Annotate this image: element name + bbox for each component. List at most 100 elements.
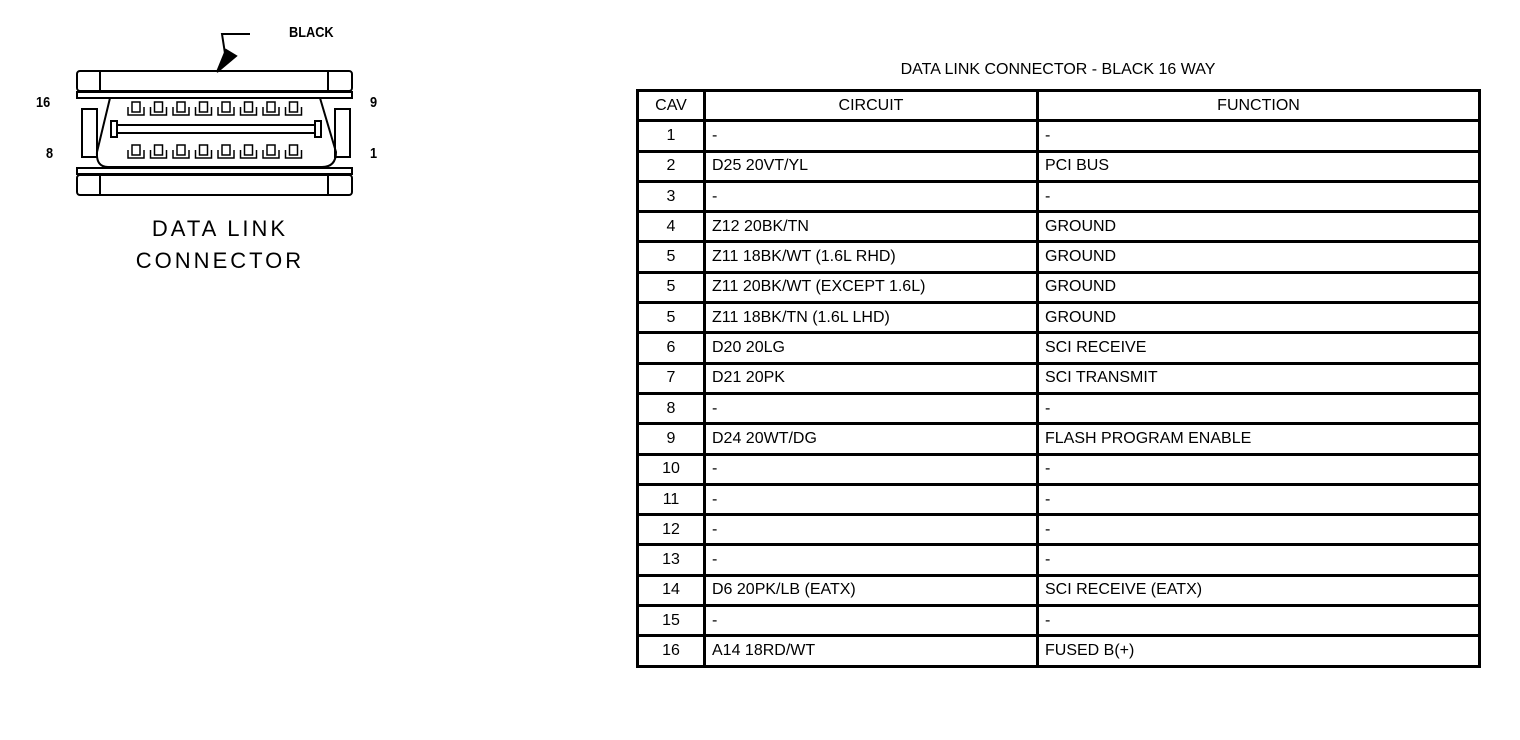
table-title: DATA LINK CONNECTOR - BLACK 16 WAY [900,61,1216,78]
function-cell: FUSED B(+) [1036,634,1481,668]
table-row: 1-- [636,119,1481,153]
pin-terminal [262,101,280,116]
function-cell: SCI RECEIVE (EATX) [1036,573,1481,608]
circuit-cell: D24 20WT/DG [703,422,1039,456]
cav-cell: 5 [636,240,706,274]
table-row: 4 Z12 20BK/TN GROUND [636,210,1481,244]
pin-terminal [172,101,190,116]
cav-cell: 10 [636,452,706,486]
circuit-cell: - [703,543,1039,577]
pin-terminal [217,101,235,116]
pin-label-9: 9 [370,94,378,111]
pin-terminal [149,144,168,159]
circuit-cell: - [703,513,1039,547]
function-cell: - [1036,543,1481,577]
pin-terminal [284,101,303,116]
data-link-connector-drawing [76,33,353,196]
cav-cell: 2 [636,149,706,183]
pin-terminal [284,144,303,159]
header-function: FUNCTION [1036,88,1481,123]
pin-terminal [239,144,258,159]
pin-terminal [194,144,213,159]
color-callout: BLACK [289,24,334,41]
table-row: 5 Z11 20BK/WT (EXCEPT 1.6L) GROUND [636,270,1481,305]
connector-caption-line1: DATA LINK [151,216,289,241]
table-row: 5 Z11 18BK/TN (1.6L LHD) GROUND [636,301,1481,335]
table-row: 13- - [636,543,1481,577]
table-row: 9 D24 20WT/DG FLASH PROGRAM ENABLE [636,422,1481,456]
header-circuit: CIRCUIT [703,88,1039,123]
cav-cell: 12 [636,513,706,547]
function-cell: - [1036,604,1481,638]
circuit-cell: Z11 18BK/TN (1.6L LHD) [703,301,1039,335]
circuit-cell: D21 20PK [703,361,1039,395]
function-cell: GROUND [1036,301,1481,335]
circuit-cell: - [703,482,1039,517]
cav-cell: 1 [636,119,706,153]
pin-terminal [172,144,190,159]
circuit-cell: - [703,452,1039,486]
circuit-cell: - [703,119,1039,153]
function-cell: PCI BUS [1036,149,1481,183]
function-cell: - [1036,391,1481,426]
header-cav: CAV [636,88,706,123]
circuit-cell: D20 20LG [703,331,1039,365]
pin-terminal [149,101,168,116]
function-cell: GROUND [1036,210,1481,244]
cav-cell: 11 [636,482,706,517]
table-row: 10- - [636,452,1481,486]
cav-cell: 8 [636,391,706,426]
cav-cell: 14 [636,573,706,608]
circuit-cell: - [703,179,1039,214]
function-cell: FLASH PROGRAM ENABLE [1036,422,1481,456]
pin-terminal [217,144,235,159]
table-row: 15- - [636,604,1481,638]
pin-label-1: 1 [370,145,378,162]
table-row: 7 D21 20PK SCI TRANSMIT [636,361,1481,395]
circuit-cell: D25 20VT/YL [703,149,1039,183]
pin-terminal [262,144,280,159]
circuit-cell: A14 18RD/WT [703,634,1039,668]
table-row: 6 D20 20LG SCI RECEIVE [636,331,1481,365]
cav-cell: 13 [636,543,706,577]
table-row: 5 Z11 18BK/WT (1.6L RHD) GROUND [636,240,1481,274]
function-cell: - [1036,119,1481,153]
pin-label-8: 8 [46,145,54,162]
cav-cell: 4 [636,210,706,244]
cav-cell: 5 [636,301,706,335]
circuit-cell: Z11 20BK/WT (EXCEPT 1.6L) [703,270,1039,305]
pinout-table: CAV CIRCUIT FUNCTION 1- -2 D25 20VT/YL PCI … [636,88,1481,668]
circuit-cell: Z12 20BK/TN [703,210,1039,244]
function-cell: GROUND [1036,270,1481,305]
pin-terminal [127,101,145,116]
cav-cell: 7 [636,361,706,395]
table-row: 3-- [636,179,1481,214]
connector-caption-line2: CONNECTOR [135,248,305,273]
function-cell: - [1036,452,1481,486]
table-row: 2 D25 20VT/YL PCI BUS [636,149,1481,183]
cav-cell: 3 [636,179,706,214]
function-cell: GROUND [1036,240,1481,274]
circuit-cell: - [703,391,1039,426]
table-row: 14 D6 20PK/LB (EATX) SCI RECEIVE (EATX) [636,573,1481,608]
cav-cell: 6 [636,331,706,365]
table-row: 8-- [636,391,1481,426]
pin-terminal [127,144,145,159]
cav-cell: 16 [636,634,706,668]
function-cell: - [1036,513,1481,547]
pin-terminal [194,101,213,116]
function-cell: SCI RECEIVE [1036,331,1481,365]
table-row: 12- - [636,513,1481,547]
table-header-row: CAV CIRCUIT FUNCTION [636,88,1481,123]
function-cell: SCI TRANSMIT [1036,361,1481,395]
cav-cell: 15 [636,604,706,638]
function-cell: - [1036,482,1481,517]
pin-terminal [239,101,258,116]
pin-label-16: 16 [36,94,51,111]
table-row: 16 A14 18RD/WT FUSED B(+) [636,634,1481,668]
circuit-cell: Z11 18BK/WT (1.6L RHD) [703,240,1039,274]
circuit-cell: - [703,604,1039,638]
function-cell: - [1036,179,1481,214]
cav-cell: 9 [636,422,706,456]
circuit-cell: D6 20PK/LB (EATX) [703,573,1039,608]
